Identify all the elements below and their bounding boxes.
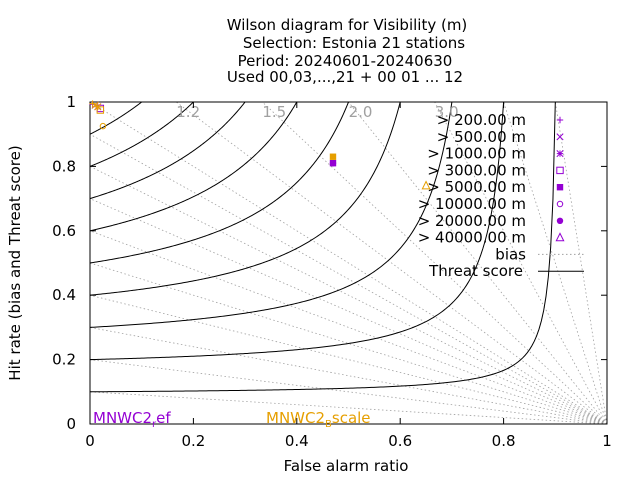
x-tick-label: 0 [85,432,95,450]
threat-score-curves [89,101,556,393]
bias-lines [89,101,608,425]
bias-label-1: 1.5 [262,103,286,121]
legend-entry-5: > 10000.00 m [418,195,526,213]
bias-line-8 [89,133,608,425]
bias-label-3: 3.0 [435,103,459,121]
x-axis-label: False alarm ratio [284,457,409,475]
data-point-s1-5 [329,153,337,160]
data-point-s0-5 [329,159,337,167]
threat-score-curve-6 [89,101,246,200]
bias-label-0: 1.2 [176,103,200,121]
y-tick-label: 0.4 [52,286,76,304]
bias-line-7 [89,166,608,425]
legend-entry-threat: Threat score [428,262,523,280]
legend-marker-2 [556,150,564,158]
bias-label-2: 2.0 [349,103,373,121]
y-tick-label: 1 [66,93,76,111]
legend-entry-3: > 3000.00 m [427,161,526,179]
x-tick-label: 0.2 [181,432,205,450]
title-line-3: Period: 20240601-20240630 [238,52,453,70]
legend-entry-7: > 40000.00 m [418,229,526,247]
bias-line-12 [348,101,608,425]
threat-score-curve-8 [89,101,143,135]
plot-frame [89,101,608,425]
series-label-mnwc2-bscale: MNWC2Bscale [266,409,371,430]
legend-marker-3 [556,166,564,175]
y-tick-label: 0 [66,415,76,433]
legend-entry-1: > 500.00 m [437,128,526,146]
series-label-mnwc2-ef: MNWC2ref [93,409,171,430]
y-tick-label: 0.2 [52,351,76,369]
data-points [89,100,431,190]
legend-marker-4 [556,184,564,191]
title-line-4: Used 00,03,...,21 + 00 01 ... 12 [227,68,463,86]
y-tick-label: 0.6 [52,222,76,240]
y-tick-label: 0.8 [52,157,76,175]
title-line-2: Selection: Estonia 21 stations [243,34,465,52]
x-tick-label: 0.8 [492,432,516,450]
legend: > 200.00 m> 500.00 m> 1000.00 m> 3000.00… [418,111,584,280]
data-point-s1-4 [99,122,107,130]
threat-score-curve-4 [89,101,349,264]
data-point-s1-6 [421,180,431,190]
threat-score-curve-3 [89,101,401,296]
legend-entry-bias: bias [495,245,526,263]
chart-title: Wilson diagram for Visibility (m) Select… [227,16,468,86]
threat-score-curve-5 [89,101,298,232]
bias-line-10 [175,101,608,425]
legend-entry-6: > 20000.00 m [418,212,526,230]
threat-score-curve-1 [89,101,505,361]
threat-score-curve-0 [89,101,556,393]
legend-marker-0 [556,116,564,124]
legend-entry-4: > 5000.00 m [427,178,526,196]
bias-line-14 [503,101,608,425]
bias-labels: 1.2 1.5 2.0 3.0 [176,103,458,121]
legend-marker-6 [556,217,564,224]
x-tick-label: 0.4 [285,432,309,450]
legend-marker-5 [556,200,564,208]
data-point-s1-3 [96,106,105,114]
y-axis-label: Hit rate (bias and Threat score) [6,145,24,380]
bias-line-6 [89,198,608,425]
bias-line-3 [89,294,608,425]
title-line-1: Wilson diagram for Visibility (m) [227,16,468,34]
x-tick-label: 0.6 [388,432,412,450]
legend-marker-1 [556,133,564,141]
axis-ticks [89,101,608,425]
bias-line-5 [89,230,608,425]
bias-line-9 [89,101,608,425]
bias-line-13 [434,101,608,425]
legend-entry-0: > 200.00 m [437,111,526,129]
tick-labels: 0 0.2 0.4 0.6 0.8 1 0 0.2 0.4 0.6 0.8 1 [52,93,612,450]
bias-line-1 [89,359,608,425]
legend-entry-2: > 1000.00 m [427,145,526,163]
legend-marker-7 [555,232,565,242]
x-tick-label: 1 [602,432,612,450]
threat-score-curve-2 [89,101,453,328]
threat-score-curve-7 [89,101,194,167]
